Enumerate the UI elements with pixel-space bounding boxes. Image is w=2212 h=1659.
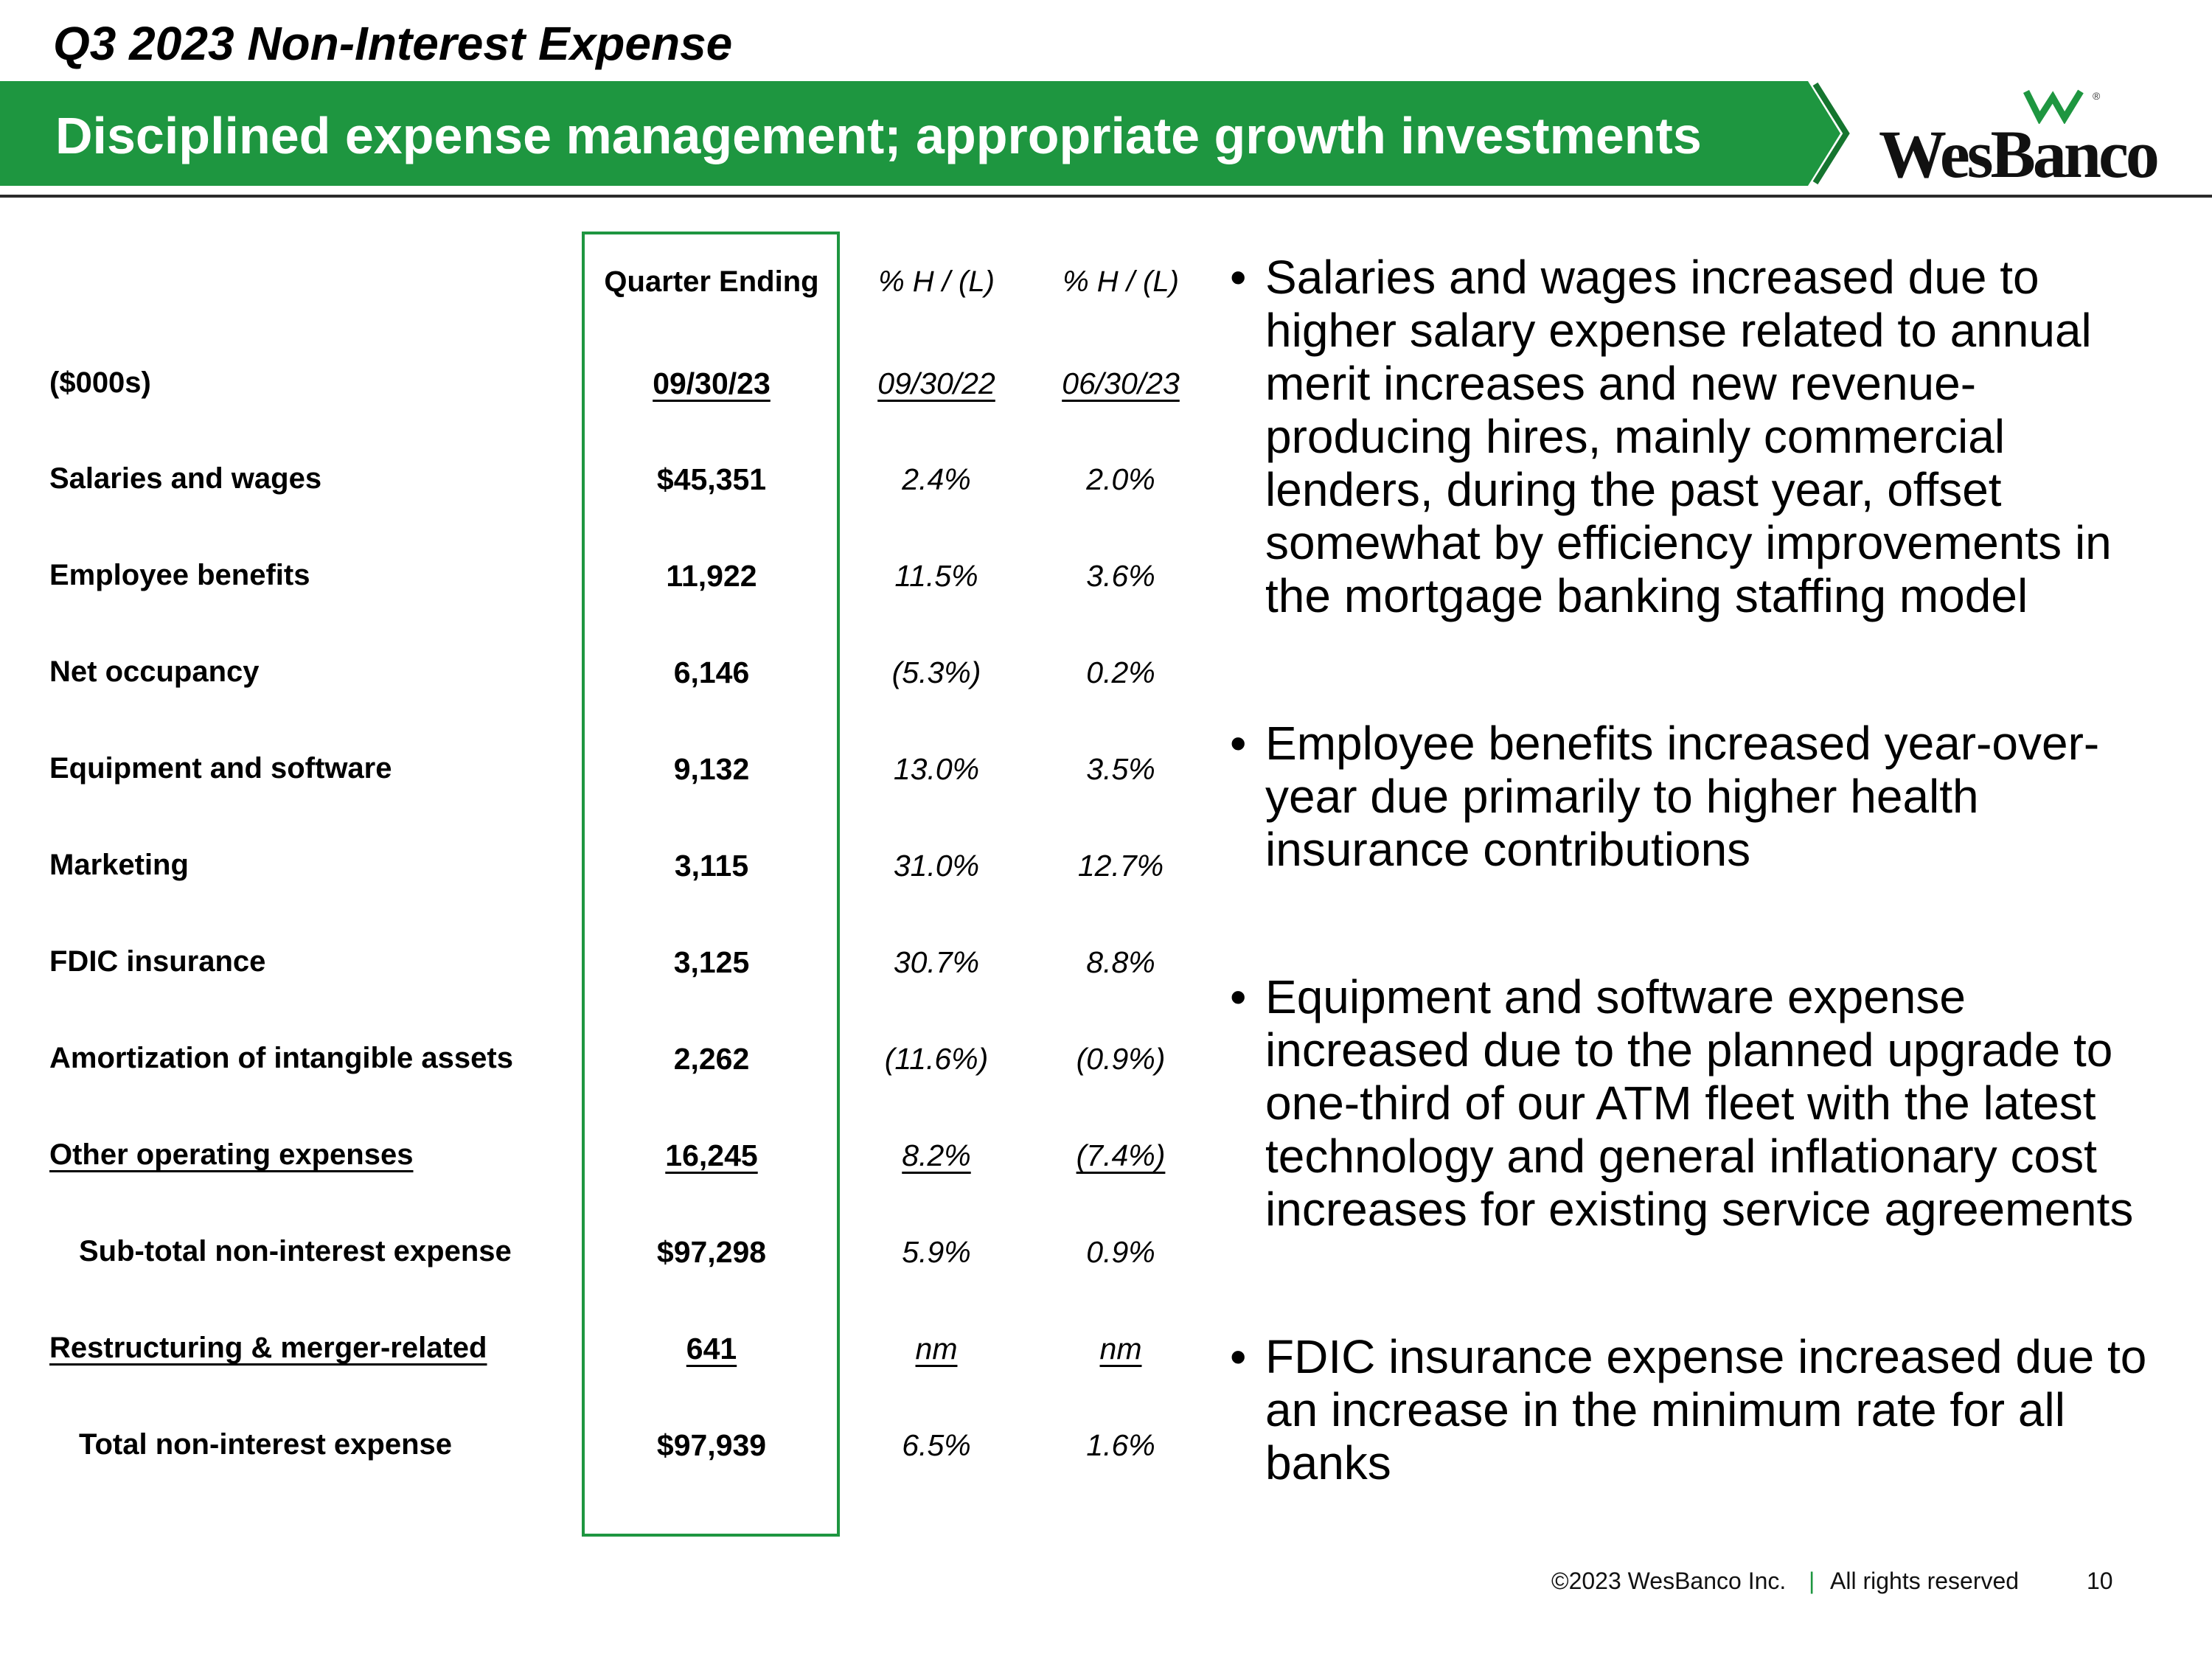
row-qoq-occupancy: 0.2% <box>1086 655 1155 689</box>
units-label: ($000s) <box>49 366 151 399</box>
row-label-fdic: FDIC insurance <box>49 945 266 978</box>
row-label-restructuring: Restructuring & merger-related <box>49 1332 487 1364</box>
row-yoy-restructuring: nm <box>915 1332 958 1366</box>
row-label-other-operating: Other operating expenses <box>49 1138 414 1171</box>
bullet-salaries: Salaries and wages increased due to high… <box>1224 251 2183 622</box>
row-label-salaries: Salaries and wages <box>49 462 322 495</box>
row-value-occupancy: 6,146 <box>673 655 750 689</box>
commentary-bullets: Salaries and wages increased due to high… <box>1224 251 2183 1489</box>
row-value-fdic: 3,125 <box>673 945 750 979</box>
row-value-total: $97,939 <box>656 1428 767 1462</box>
row-yoy-occupancy: (5.3%) <box>891 655 981 689</box>
footer-separator: | <box>1809 1568 1815 1594</box>
row-yoy-benefits: 11.5% <box>894 559 978 593</box>
row-yoy-total: 6.5% <box>902 1428 971 1462</box>
slide-title: Q3 2023 Non-Interest Expense <box>53 17 733 70</box>
row-value-subtotal: $97,298 <box>656 1235 767 1269</box>
title-banner: Disciplined expense management; appropri… <box>0 81 1851 186</box>
header-quarter-ending: Quarter Ending <box>604 265 819 298</box>
row-yoy-amortization: (11.6%) <box>884 1042 989 1076</box>
logo-registered-mark: ® <box>2093 90 2101 102</box>
current-quarter-highlight <box>582 232 840 1537</box>
row-qoq-equipment: 3.5% <box>1086 752 1155 786</box>
row-label-equipment: Equipment and software <box>49 752 392 785</box>
row-value-restructuring: 641 <box>686 1332 737 1366</box>
row-label-subtotal: Sub-total non-interest expense <box>79 1235 512 1267</box>
bullet-equipment: Equipment and software expense increased… <box>1224 970 2183 1236</box>
row-value-marketing: 3,115 <box>674 849 749 883</box>
page-number: 10 <box>2087 1568 2113 1594</box>
row-value-salaries: $45,351 <box>656 462 767 496</box>
date-prior-year: 09/30/22 <box>877 366 995 400</box>
date-current: 09/30/23 <box>653 366 771 400</box>
row-yoy-other-operating: 8.2% <box>902 1138 971 1172</box>
row-qoq-marketing: 12.7% <box>1077 849 1164 883</box>
row-qoq-amortization: (0.9%) <box>1076 1042 1166 1076</box>
row-label-occupancy: Net occupancy <box>49 655 260 688</box>
row-value-benefits: 11,922 <box>666 559 757 593</box>
row-yoy-subtotal: 5.9% <box>902 1235 971 1269</box>
row-label-amortization: Amortization of intangible assets <box>49 1042 513 1074</box>
bullet-benefits: Employee benefits increased year-over-ye… <box>1224 717 2183 876</box>
row-qoq-benefits: 3.6% <box>1086 559 1155 593</box>
logo-chevron-icon <box>2023 89 2084 124</box>
row-yoy-equipment: 13.0% <box>893 752 980 786</box>
footer-copyright: ©2023 WesBanco Inc. <box>1551 1568 1787 1594</box>
bullet-fdic: FDIC insurance expense increased due to … <box>1224 1330 2183 1489</box>
row-qoq-total: 1.6% <box>1086 1428 1155 1462</box>
row-value-amortization: 2,262 <box>673 1042 750 1076</box>
row-qoq-restructuring: nm <box>1099 1332 1142 1366</box>
row-yoy-salaries: 2.4% <box>902 462 971 496</box>
row-value-other-operating: 16,245 <box>665 1138 758 1172</box>
header-pct-qoq: % H / (L) <box>1062 265 1179 298</box>
row-label-benefits: Employee benefits <box>49 559 310 591</box>
row-qoq-salaries: 2.0% <box>1086 462 1155 496</box>
row-qoq-subtotal: 0.9% <box>1086 1235 1155 1269</box>
row-label-marketing: Marketing <box>49 849 189 881</box>
row-yoy-fdic: 30.7% <box>893 945 980 979</box>
header-pct-yoy: % H / (L) <box>878 265 995 298</box>
banner-shape <box>0 81 1850 186</box>
row-value-equipment: 9,132 <box>673 752 750 786</box>
wesbanco-logo: ® WesBanco <box>1879 87 2160 192</box>
row-label-total: Total non-interest expense <box>79 1428 453 1461</box>
banner-headline: Disciplined expense management; appropri… <box>55 107 1702 164</box>
logo-wordmark: WesBanco <box>1879 116 2160 192</box>
row-qoq-other-operating: (7.4%) <box>1076 1138 1166 1172</box>
row-qoq-fdic: 8.8% <box>1086 945 1155 979</box>
header-divider <box>0 195 2212 198</box>
date-prior-quarter: 06/30/23 <box>1062 366 1180 400</box>
footer-rights: All rights reserved <box>1830 1568 2020 1594</box>
row-yoy-marketing: 31.0% <box>893 849 980 883</box>
